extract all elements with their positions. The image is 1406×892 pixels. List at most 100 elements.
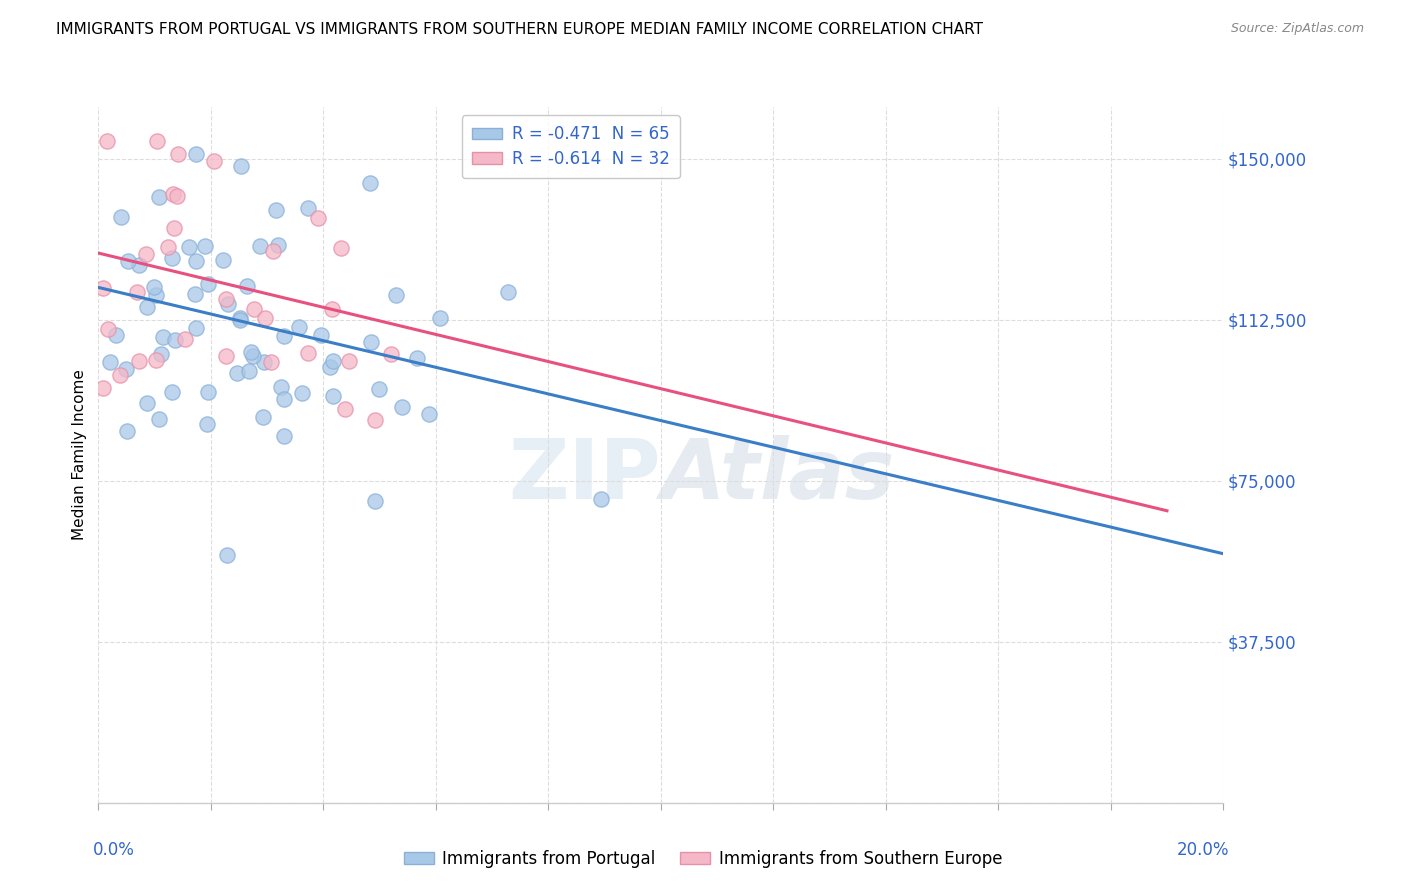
Point (145, 288, 167, 302)
Point (194, 238, 217, 252)
Point (253, 355, 276, 369)
Point (264, 203, 287, 218)
Point (297, 201, 319, 215)
Text: Source: ZipAtlas.com: Source: ZipAtlas.com (1230, 22, 1364, 36)
Point (217, 296, 239, 310)
Point (184, 320, 207, 334)
Point (163, 221, 186, 235)
Point (146, 134, 169, 148)
Point (166, 146, 188, 161)
Point (152, 330, 174, 344)
Point (242, 349, 264, 363)
Point (195, 417, 218, 431)
Point (98, 355, 121, 369)
Point (166, 189, 188, 203)
Point (364, 413, 387, 427)
Point (197, 384, 219, 399)
Point (318, 359, 340, 374)
Text: IMMIGRANTS FROM PORTUGAL VS IMMIGRANTS FROM SOUTHERN EUROPE MEDIAN FAMILY INCOME: IMMIGRANTS FROM PORTUGAL VS IMMIGRANTS F… (56, 22, 983, 37)
Point (242, 301, 264, 316)
Point (329, 241, 352, 255)
Point (364, 493, 387, 508)
Point (214, 349, 236, 363)
Point (273, 429, 295, 443)
Point (91, 37, 114, 52)
Point (253, 311, 276, 326)
Point (259, 355, 281, 369)
Point (309, 328, 332, 343)
Point (148, 412, 170, 426)
Point (110, 211, 132, 225)
Point (591, 491, 613, 506)
Point (105, 328, 128, 343)
Point (380, 347, 402, 361)
Point (160, 385, 183, 400)
Point (236, 278, 259, 293)
Point (270, 380, 292, 394)
Point (110, 368, 132, 383)
Point (229, 310, 252, 325)
Point (135, 247, 157, 261)
Point (97, 322, 120, 336)
Point (202, 154, 225, 169)
Point (288, 319, 311, 334)
Point (186, 254, 208, 268)
Point (115, 424, 138, 438)
Point (165, 334, 187, 348)
Point (429, 311, 451, 326)
Point (252, 410, 274, 425)
Point (184, 147, 207, 161)
Point (307, 211, 329, 226)
Point (418, 407, 440, 421)
Point (337, 354, 360, 368)
Point (226, 366, 249, 380)
Point (128, 258, 150, 272)
Point (229, 159, 252, 173)
Text: Atlas: Atlas (661, 435, 896, 516)
Point (177, 239, 200, 253)
Point (406, 351, 429, 365)
Text: ZIP: ZIP (509, 435, 661, 516)
Point (160, 252, 183, 266)
Point (360, 335, 382, 350)
Point (215, 292, 238, 306)
Point (322, 389, 344, 403)
Point (273, 328, 295, 343)
Point (115, 361, 138, 376)
Text: 0.0%: 0.0% (93, 841, 135, 859)
Point (128, 353, 150, 368)
Point (148, 189, 170, 203)
Point (183, 287, 205, 301)
Point (145, 353, 167, 368)
Point (136, 301, 159, 315)
Point (150, 347, 173, 361)
Point (266, 238, 288, 252)
Point (496, 285, 519, 299)
Point (291, 386, 314, 401)
Point (333, 402, 356, 417)
Point (359, 176, 381, 190)
Point (212, 253, 235, 268)
Legend: Immigrants from Portugal, Immigrants from Southern Europe: Immigrants from Portugal, Immigrants fro… (396, 844, 1010, 875)
Point (197, 277, 219, 291)
Point (143, 280, 166, 294)
Point (239, 344, 262, 359)
Point (127, 285, 149, 299)
Y-axis label: Median Family Income: Median Family Income (72, 369, 87, 541)
Point (136, 396, 159, 410)
Point (93, 381, 115, 395)
Point (96, 135, 118, 149)
Point (273, 392, 295, 406)
Point (391, 400, 413, 414)
Point (217, 548, 239, 562)
Point (229, 313, 252, 327)
Point (368, 382, 391, 396)
Point (321, 301, 343, 316)
Point (174, 332, 197, 346)
Point (162, 187, 184, 202)
Point (91, 281, 114, 295)
Point (238, 364, 260, 378)
Point (385, 287, 408, 301)
Point (249, 239, 271, 253)
Point (156, 240, 179, 254)
